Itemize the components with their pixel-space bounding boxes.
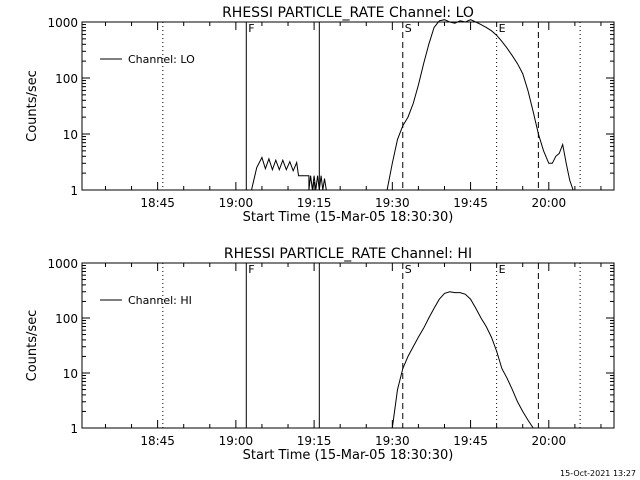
chart-panel-lo: RHESSI PARTICLE_RATE Channel: LO 18:45 19:… xyxy=(25,5,615,225)
marker-label: F xyxy=(248,22,254,35)
x-tick-label: 19:45 xyxy=(453,196,488,210)
x-tick-label: 19:00 xyxy=(219,434,254,448)
marker-label: S xyxy=(405,22,412,35)
y-tick-label: 1 xyxy=(70,184,78,198)
legend-label: Channel: LO xyxy=(128,53,195,66)
marker-label: E xyxy=(499,22,506,35)
y-tick-label: 1000 xyxy=(47,16,78,30)
x-axis-label: Start Time (15-Mar-05 18:30:30) xyxy=(243,448,454,463)
y-tick-label: 1 xyxy=(70,422,78,436)
x-tick-label: 20:00 xyxy=(532,434,567,448)
x-tick-label: 18:45 xyxy=(140,196,175,210)
y-tick-label: 100 xyxy=(55,72,78,86)
x-tick-label: 19:30 xyxy=(375,434,410,448)
x-tick-label: 19:00 xyxy=(219,196,254,210)
y-axis-label: Counts/sec xyxy=(25,70,40,142)
x-tick-label: 19:15 xyxy=(297,196,332,210)
x-tick-label: 19:45 xyxy=(453,434,488,448)
marker-label: S xyxy=(405,263,412,276)
y-axis-label: Counts/sec xyxy=(25,310,40,382)
x-tick-label: 19:30 xyxy=(375,196,410,210)
x-tick-label: 18:45 xyxy=(140,434,175,448)
footer-timestamp: 15-Oct-2021 13:27 xyxy=(560,469,636,478)
y-tick-label: 10 xyxy=(63,128,78,142)
chart-panel-hi: RHESSI PARTICLE_RATE Channel: HI 18:45 19:… xyxy=(25,246,615,463)
series-line xyxy=(386,19,574,191)
x-tick-label: 20:00 xyxy=(532,196,567,210)
y-tick-label: 1000 xyxy=(47,257,78,271)
series-line xyxy=(251,156,327,191)
chart-title: RHESSI PARTICLE_RATE Channel: HI xyxy=(224,246,472,262)
plot-frame xyxy=(81,21,615,191)
chart-title: RHESSI PARTICLE_RATE Channel: LO xyxy=(222,5,474,21)
legend-label: Channel: HI xyxy=(128,294,192,307)
marker-label: F xyxy=(248,263,254,276)
marker-label: E xyxy=(499,263,506,276)
y-tick-label: 10 xyxy=(63,367,78,381)
x-tick-label: 19:15 xyxy=(297,434,332,448)
plot-frame xyxy=(81,262,615,429)
y-tick-label: 100 xyxy=(55,312,78,326)
x-axis-label: Start Time (15-Mar-05 18:30:30) xyxy=(243,210,454,225)
series-line xyxy=(391,291,534,429)
